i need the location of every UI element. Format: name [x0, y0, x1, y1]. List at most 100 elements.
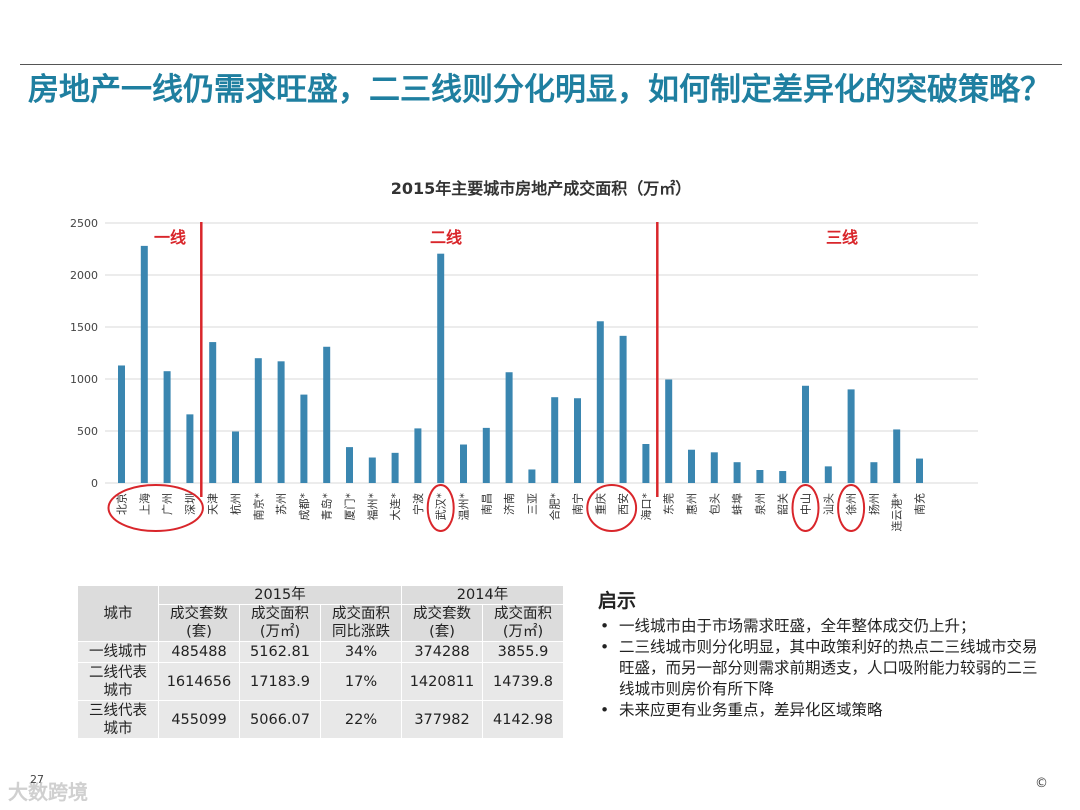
chart-annotations: 一线 二线 三线: [107, 222, 866, 532]
table-row-city: 二线代表 城市: [77, 662, 159, 701]
table-col-header: 成交面积 同比涨跌: [320, 604, 402, 642]
bar: [551, 397, 559, 483]
x-tick-label: 海口*: [639, 493, 653, 521]
page-number: 27: [30, 773, 44, 786]
bar: [346, 447, 353, 483]
bar: [574, 398, 581, 483]
table-header-2014: 2014年: [401, 585, 564, 605]
table-cell: 374288: [401, 641, 483, 663]
insights-title: 启示: [598, 590, 637, 612]
bar: [209, 342, 217, 483]
bar: [391, 452, 399, 483]
x-tick-label: 扬州: [867, 493, 881, 515]
y-tick-label: 2000: [70, 269, 98, 282]
bar: [528, 469, 536, 483]
x-tick-label: 上海: [137, 493, 151, 515]
table-cell: 14739.8: [482, 662, 564, 701]
bar: [505, 372, 513, 483]
highlight-circle: [426, 484, 455, 532]
y-tick-label: 0: [91, 477, 98, 490]
table-cell: 17183.9: [239, 662, 321, 701]
bar: [254, 358, 262, 483]
bar: [186, 414, 194, 483]
x-tick-label: 汕头: [822, 493, 835, 515]
x-tick-label: 济南: [502, 493, 516, 515]
x-tick-label: 武汉*: [435, 493, 448, 521]
bar: [596, 321, 604, 483]
highlight-circle: [586, 484, 638, 532]
table-row: 二线代表 城市 1614656 17183.9 17% 1420811 14739…: [77, 662, 564, 701]
table-row: 三线代表 城市 455099 5066.07 22% 377982 4142.98: [77, 700, 564, 739]
bar: [870, 462, 878, 483]
group-label: 一线: [154, 228, 186, 247]
table-row-city: 三线代表 城市: [77, 700, 159, 739]
table-col-header: 成交面积 (万㎡): [482, 604, 564, 642]
x-tick-label: 泉州: [753, 493, 767, 515]
x-tick-label: 深圳: [184, 493, 197, 515]
table-cell: 22%: [320, 700, 402, 739]
x-tick-label: 南京*: [251, 493, 265, 521]
bar: [665, 379, 673, 483]
insights-panel: 启示 一线城市由于市场需求旺盛，全年整体成交仍上升； 二三线城市则分化明显，其中…: [598, 590, 1043, 722]
y-tick-label: 500: [77, 425, 98, 438]
x-tick-label: 苏州: [275, 493, 288, 515]
bar: [482, 427, 490, 483]
x-tick-label: 韶关: [776, 493, 790, 515]
x-tick-label: 宁波: [411, 493, 425, 515]
bar: [414, 428, 422, 483]
x-tick-label: 杭州: [229, 493, 243, 515]
comparison-table: 城市 2015年 2014年 成交套数 (套) 成交面积 (万㎡) 成交面积 同比涨跌…: [77, 585, 564, 739]
x-tick-label: 大连*: [388, 493, 402, 521]
x-tick-label: 重庆: [593, 493, 607, 515]
bar: [802, 385, 809, 483]
table-cell: 5162.81: [239, 641, 321, 663]
x-axis-labels: 北京 上海 广州 深圳 天津 杭州 南京* 苏州 成都* 青岛* 厦门* 福州* 大连* 宁波 武汉* 温州*…: [115, 493, 927, 532]
y-axis-ticks: 0 500 1000 1500 2000 2500: [70, 217, 98, 490]
table-header-2015: 2015年: [158, 585, 402, 605]
table-row: 一线城市 485488 5162.81 34% 374288 3855.9: [77, 641, 564, 663]
x-tick-label: 惠州: [685, 493, 699, 515]
bar: [619, 335, 627, 483]
table-cell: 377982: [401, 700, 483, 739]
x-tick-label: 天津: [207, 493, 220, 515]
x-tick-label: 三亚: [526, 493, 539, 515]
bar: [779, 471, 787, 483]
bar: [893, 429, 901, 483]
table-cell: 34%: [320, 641, 402, 663]
bar: [916, 458, 923, 483]
table-col-header: 成交面积 (万㎡): [239, 604, 321, 642]
chart-title: 2015年主要城市房地产成交面积（万㎡）: [391, 179, 692, 198]
chart-bars: [118, 245, 923, 483]
table-cell: 3855.9: [482, 641, 564, 663]
bar: [688, 449, 695, 483]
y-tick-label: 2500: [70, 217, 98, 230]
group-label: 二线: [430, 228, 462, 247]
bar: [323, 346, 331, 483]
bar: [733, 462, 741, 483]
page-title: 房地产一线仍需求旺盛，二三线则分化明显，如何制定差异化的突破策略？: [28, 72, 1051, 108]
x-tick-label: 合肥*: [548, 493, 562, 521]
x-tick-label: 蚌埠: [730, 493, 744, 515]
x-tick-label: 福州*: [365, 493, 379, 521]
table-cell: 17%: [320, 662, 402, 701]
x-tick-label: 西安: [616, 493, 630, 515]
y-tick-label: 1500: [70, 321, 98, 334]
table-cell: 5066.07: [239, 700, 321, 739]
bar: [368, 457, 376, 483]
x-tick-label: 广州: [161, 493, 174, 515]
table-col-header: 成交套数 (套): [401, 604, 483, 642]
highlight-circle: [107, 484, 204, 532]
x-tick-label: 连云港*: [891, 493, 904, 532]
insights-list: 一线城市由于市场需求旺盛，全年整体成交仍上升； 二三线城市则分化明显，其中政策利…: [598, 616, 1043, 721]
bar: [300, 394, 308, 483]
table-cell: 1614656: [158, 662, 240, 701]
bar: [140, 245, 148, 483]
x-tick-label: 东莞: [663, 493, 676, 515]
x-tick-label: 北京: [115, 493, 129, 515]
bar: [437, 253, 445, 483]
highlight-circle: [837, 484, 866, 532]
x-tick-label: 中山: [800, 493, 813, 515]
bar: [824, 466, 832, 483]
bar: [232, 431, 239, 483]
x-tick-label: 温州*: [458, 493, 471, 521]
